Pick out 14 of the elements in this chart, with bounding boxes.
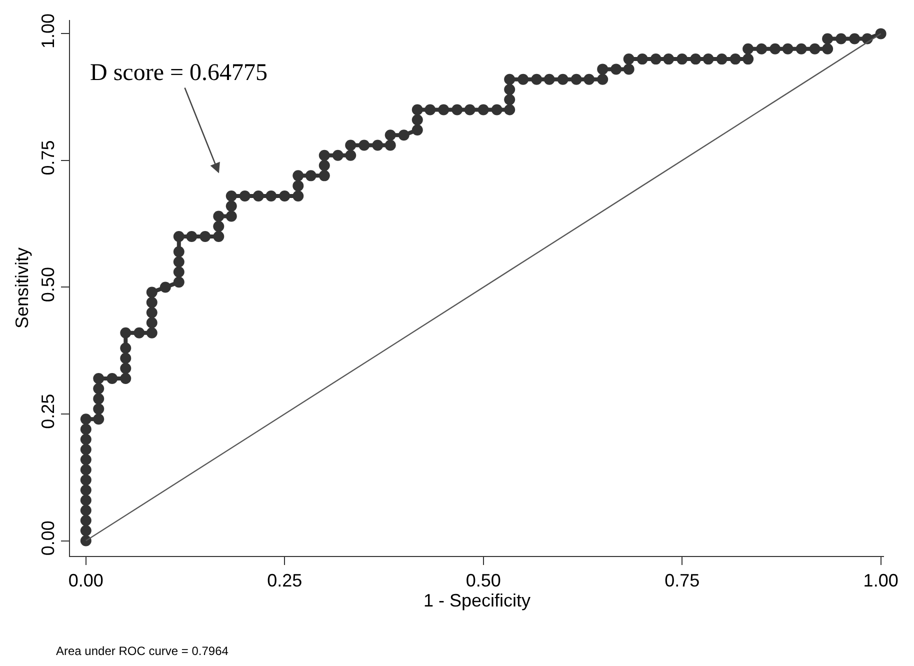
x-tick-label: 0.75 [664, 570, 700, 591]
y-tick-label: 0.50 [38, 267, 58, 302]
x-tick-label: 0.25 [267, 570, 302, 591]
x-tick-label: 1.00 [863, 570, 898, 591]
text: Area under ROC curve = 0.7964 [56, 644, 229, 658]
y-tick-label: 0.00 [38, 520, 58, 556]
annotation: D score = 0.64775 [90, 60, 268, 86]
y-tick-label: 0.75 [38, 140, 58, 176]
x-axis-title: 1 - Specificity [423, 590, 531, 611]
y-tick-label: 0.25 [38, 394, 58, 429]
y-tick-label: 1.00 [38, 13, 58, 49]
x-tick-label: 0.50 [466, 570, 501, 591]
x-tick-label: 0.00 [68, 570, 104, 591]
y-axis-title: Sensitivity [12, 247, 32, 329]
